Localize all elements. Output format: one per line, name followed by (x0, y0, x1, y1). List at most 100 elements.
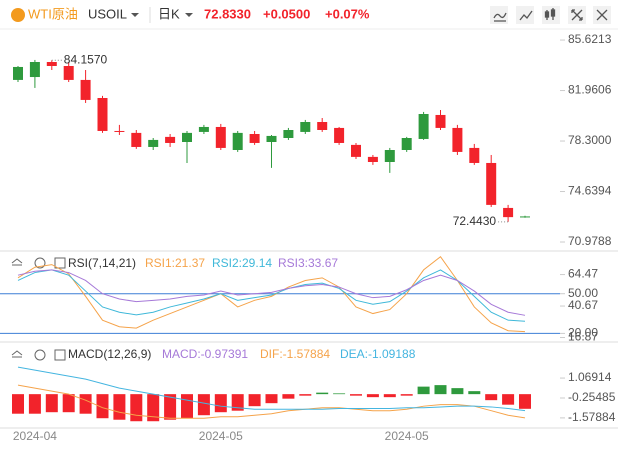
candle-body (232, 132, 243, 150)
macd-bar (197, 394, 210, 416)
legend-entry: MACD:-0.97391 (162, 347, 248, 361)
macd-bar (383, 394, 396, 398)
candle-body (300, 122, 311, 132)
indicator-title: RSI(7,14,21) (68, 256, 136, 270)
collapse-icon[interactable] (11, 258, 23, 266)
candle-body (29, 62, 40, 78)
legend-entry: RSI3:33.67 (278, 256, 338, 270)
candle-body (418, 114, 429, 139)
symbol-dropdown[interactable] (131, 13, 139, 17)
symbol-name[interactable]: WTI原油 (28, 6, 78, 21)
panel-tools (11, 257, 66, 361)
candle-body (520, 216, 530, 218)
x-tick-label: 2024-05 (385, 429, 429, 443)
macd-bar (350, 394, 362, 396)
period-dropdown[interactable] (185, 13, 193, 17)
settings-icon[interactable] (34, 257, 46, 269)
y-tick-label: 50.00 (568, 286, 598, 300)
symbol-logo (11, 8, 25, 22)
period[interactable]: 日K (158, 6, 180, 21)
candle-body (351, 144, 361, 157)
candle-body (435, 114, 446, 128)
candle-body (148, 139, 159, 147)
macd-bar (79, 394, 92, 414)
candle-body (266, 135, 277, 142)
legend-entry: RSI1:21.37 (145, 256, 205, 270)
candle-body (249, 134, 260, 143)
macd-bar (28, 394, 41, 414)
y-tick-label: 74.6394 (568, 184, 612, 198)
expand-icon[interactable] (54, 257, 66, 269)
indicator-line (17, 384, 526, 419)
macd-bar (265, 394, 278, 404)
price-marker-label: 72.4430 (453, 214, 497, 228)
macd-bar (96, 394, 109, 419)
indicator-line (17, 269, 526, 316)
candle-body (46, 62, 57, 66)
candle-body (80, 79, 91, 100)
draw-tool-button[interactable] (490, 6, 508, 24)
y-tick-label: 81.9606 (568, 83, 612, 97)
candle-body (317, 122, 328, 130)
y-tick-label: 40.67 (568, 298, 598, 312)
x-tick-label: 2024-04 (13, 429, 57, 443)
macd-bar (147, 394, 160, 422)
macd-bar (130, 394, 143, 422)
macd-bar (400, 394, 413, 396)
y-tick-label: 16.87 (568, 330, 598, 344)
indicator-button[interactable] (516, 6, 534, 24)
indicator-line (17, 366, 526, 412)
candle-body (13, 66, 23, 80)
y-tick-label: -0.25485 (568, 390, 616, 404)
candle-body (114, 130, 125, 132)
legend-entry: RSI2:29.14 (212, 256, 272, 270)
macd-bar (333, 393, 346, 395)
collapse-icon[interactable] (11, 350, 23, 358)
fullscreen-button[interactable] (568, 6, 586, 24)
expand-icon[interactable] (54, 349, 66, 361)
x-tick-label: 2024-05 (199, 429, 243, 443)
candle-body (131, 132, 142, 147)
macd-bar (164, 394, 177, 420)
change: +0.0500 (263, 6, 310, 21)
macd-bar (12, 394, 24, 414)
candle-body (384, 150, 395, 162)
macd-bar (62, 394, 75, 413)
y-tick-label: 85.6213 (568, 32, 612, 46)
macd-bar (316, 392, 329, 395)
macd-bar (282, 394, 295, 399)
indicator-line (17, 255, 526, 333)
settings-icon[interactable] (34, 349, 46, 361)
candle-body (334, 127, 345, 143)
macd-bar (468, 391, 481, 395)
symbol-code[interactable]: USOIL (88, 6, 127, 21)
legend-entry: DEA:-1.09188 (340, 347, 416, 361)
macd-bar (366, 394, 379, 398)
change-pct: +0.07% (325, 6, 370, 21)
candle-body (503, 207, 514, 218)
macd-bar (113, 394, 126, 420)
price-marker-label: 84.1570 (64, 52, 108, 66)
macd-bar (502, 394, 515, 405)
price: 72.8330 (204, 6, 251, 21)
y-tick-label: 78.3000 (568, 133, 612, 147)
chart-type-button[interactable] (542, 6, 560, 24)
close-button[interactable] (593, 6, 611, 24)
macd-bar (248, 394, 261, 407)
candle-body (367, 156, 378, 162)
macd-bar (299, 394, 312, 396)
y-tick-label: 70.9788 (568, 234, 612, 248)
macd-bar (231, 394, 244, 411)
candle-body (401, 138, 412, 150)
candle-body (486, 162, 497, 205)
indicator-title: MACD(12,26,9) (68, 347, 151, 361)
candle-body (215, 126, 226, 148)
macd-bar (519, 394, 531, 409)
candle-body (283, 130, 294, 138)
candle-body (63, 66, 74, 80)
candle-body (165, 136, 176, 143)
y-tick-label: 20.00 (568, 326, 598, 340)
indicator-line (17, 269, 526, 322)
